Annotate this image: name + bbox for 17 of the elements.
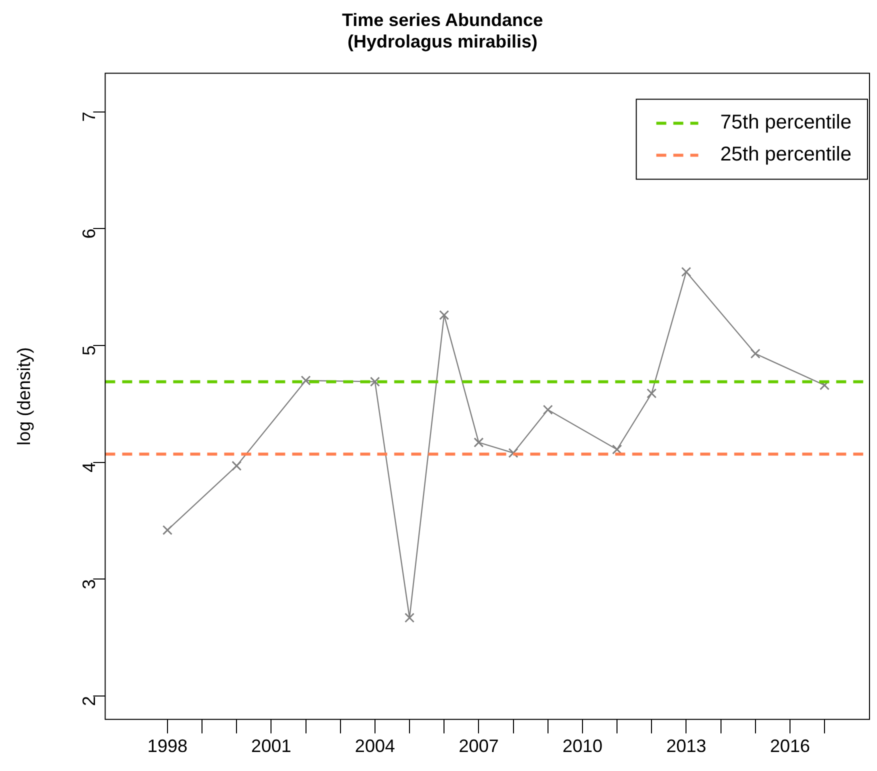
y-tick-label: 5 [79,345,100,356]
x-tick-label: 2007 [458,736,499,756]
y-tick-label: 4 [79,462,100,472]
y-tick-label: 6 [79,228,100,239]
y-tick-label: 7 [79,112,100,122]
x-tick-label: 2001 [251,736,292,756]
x-tick-label: 2010 [562,736,602,756]
x-tick-label: 2004 [354,736,395,756]
legend-label: 25th percentile [720,144,852,166]
x-tick-label: 2016 [770,736,810,756]
x-tick-label: 1998 [147,736,188,756]
y-axis-title: log (density) [14,347,34,446]
y-tick-label: 2 [79,696,100,706]
legend-label: 75th percentile [720,112,852,134]
y-tick-label: 3 [79,579,100,590]
x-tick-label: 2013 [666,736,706,756]
chart-title: Time series Abundance (Hydrolagus mirabilis) [342,10,544,52]
